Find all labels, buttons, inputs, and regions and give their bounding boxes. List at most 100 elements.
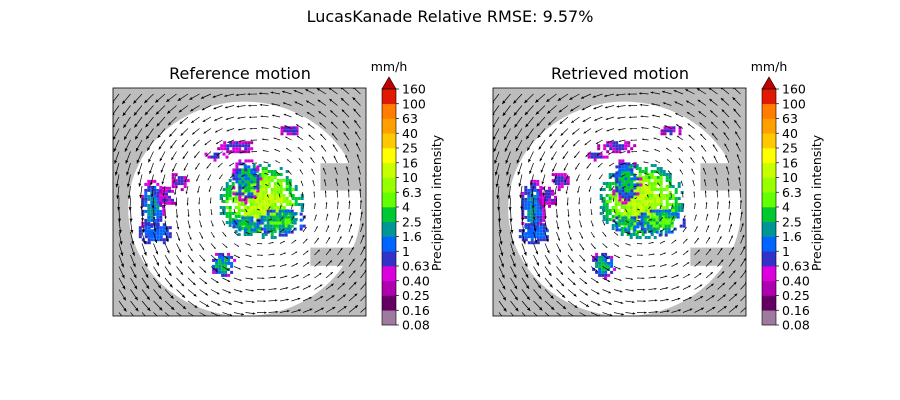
precip-pixel	[244, 141, 248, 145]
motion-vector-head	[205, 292, 208, 296]
motion-vector-head	[159, 307, 163, 311]
colorbar-segment	[382, 251, 396, 267]
motion-vector-head	[671, 204, 673, 206]
motion-vector-head	[656, 171, 658, 173]
motion-vector-head	[116, 195, 120, 199]
motion-vector-head	[128, 207, 132, 211]
motion-vector-head	[628, 104, 631, 107]
motion-vector-head	[140, 206, 144, 210]
motion-vector-head	[167, 250, 170, 254]
precip-pixel	[664, 215, 668, 219]
precip-pixel	[177, 179, 181, 183]
precip-pixel	[530, 200, 534, 204]
precip-pixel	[612, 147, 616, 151]
motion-vector-head	[330, 110, 333, 113]
precip-pixel	[225, 188, 229, 191]
precip-pixel	[168, 189, 171, 193]
precip-pixel	[174, 201, 177, 205]
precip-pixel	[633, 165, 637, 169]
motion-vector-head	[673, 228, 676, 230]
precip-pixel	[244, 177, 248, 181]
precip-pixel	[599, 212, 603, 215]
precip-pixel	[548, 204, 551, 208]
motion-vector-head	[155, 99, 159, 103]
precip-pixel	[659, 194, 663, 197]
precip-pixel	[244, 150, 248, 154]
precip-pixel	[608, 197, 612, 200]
motion-vector-head	[337, 201, 339, 204]
precip-pixel	[609, 141, 613, 145]
colorbar-segment	[382, 280, 396, 296]
precip-pixel	[661, 209, 665, 213]
motion-vector-head	[558, 109, 562, 113]
precip-pixel	[247, 147, 251, 151]
precip-pixel	[542, 232, 546, 236]
precip-pixel	[165, 189, 168, 193]
precip-pixel	[632, 194, 636, 197]
precip-pixel	[629, 224, 633, 227]
motion-vector-head	[696, 88, 700, 91]
motion-vector-head	[609, 313, 613, 316]
motion-vector-head	[582, 259, 586, 262]
precip-pixel	[238, 228, 242, 232]
precip-pixel	[288, 203, 292, 206]
motion-vector-head	[192, 132, 195, 135]
precip-pixel	[659, 173, 663, 176]
motion-vector-head	[639, 92, 642, 95]
motion-vector-head	[521, 229, 525, 233]
precip-pixel	[596, 152, 600, 156]
precip-pixel	[610, 270, 614, 274]
motion-vector-head	[359, 200, 363, 203]
precip-pixel	[232, 174, 236, 178]
motion-vector-head	[253, 185, 255, 187]
precip-pixel	[615, 144, 619, 148]
motion-vector-head	[123, 308, 127, 312]
precip-pixel	[234, 212, 238, 215]
precip-pixel	[282, 230, 286, 233]
precip-pixel	[225, 215, 229, 218]
precip-pixel	[533, 221, 537, 225]
precip-pixel	[150, 206, 154, 210]
precip-pixel	[147, 232, 151, 236]
precip-pixel	[246, 170, 250, 173]
motion-vector	[533, 312, 538, 316]
precip-pixel	[627, 177, 631, 181]
colorbar-label: Precipitation intensity	[809, 134, 824, 271]
motion-vector-head	[284, 252, 286, 255]
colorbar-segment	[762, 310, 776, 326]
precip-pixel	[300, 209, 304, 212]
precip-pixel	[224, 261, 228, 265]
precip-pixel	[653, 194, 657, 197]
precip-pixel	[629, 236, 633, 239]
colorbar-segment	[382, 207, 396, 223]
motion-vector-head	[607, 279, 611, 282]
precip-pixel	[227, 267, 231, 271]
motion-vector-head	[169, 284, 173, 288]
motion-vector-head	[642, 138, 644, 141]
precip-pixel	[243, 203, 247, 206]
motion-vector-head	[677, 286, 680, 289]
motion-vector-head	[618, 128, 621, 131]
precip-pixel	[177, 176, 181, 180]
precip-pixel	[159, 209, 163, 213]
precip-pixel	[261, 206, 265, 209]
motion-vector-head	[519, 194, 523, 199]
motion-vector-head	[227, 268, 230, 271]
precip-pixel	[156, 229, 160, 233]
motion-vector-head	[295, 263, 298, 265]
precip-pixel	[159, 235, 163, 239]
precip-pixel	[258, 191, 262, 194]
precip-pixel	[639, 183, 643, 187]
precip-pixel	[250, 174, 254, 178]
motion-vector-head	[570, 248, 573, 252]
precip-pixel	[530, 203, 534, 207]
precip-pixel	[256, 225, 260, 229]
motion-vector-head	[502, 112, 506, 116]
motion-vector	[510, 312, 514, 316]
motion-vector-head	[270, 91, 274, 94]
precip-pixel	[264, 206, 268, 209]
motion-vector-head	[620, 290, 623, 293]
precip-pixel	[662, 194, 666, 197]
precip-pixel	[557, 182, 561, 186]
precip-pixel	[159, 198, 162, 202]
